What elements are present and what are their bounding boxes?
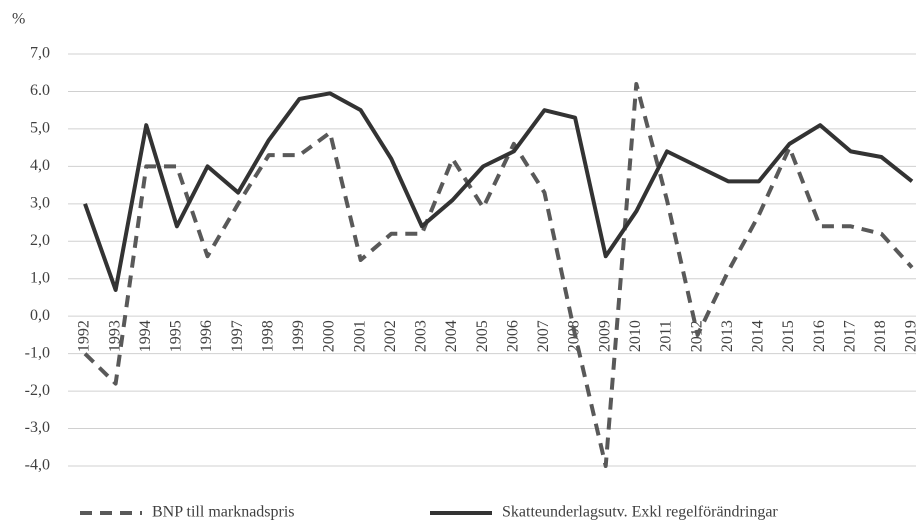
x-tick-label: 1999 bbox=[290, 320, 307, 352]
x-tick-label: 2004 bbox=[443, 320, 460, 352]
legend-label: Skatteunderlagsutv. Exkl regelförändring… bbox=[502, 504, 778, 521]
x-tick-label: 2017 bbox=[841, 320, 858, 352]
x-tick-label: 2006 bbox=[504, 320, 521, 352]
series-line bbox=[83, 81, 914, 468]
x-tick-label: 1994 bbox=[137, 320, 154, 352]
y-tick-label: 5,0 bbox=[30, 120, 50, 137]
x-tick-label: 2005 bbox=[474, 320, 491, 352]
x-tick-label: 1995 bbox=[168, 320, 185, 352]
x-tick-label: 2007 bbox=[535, 320, 552, 352]
x-tick-label: 1997 bbox=[229, 320, 246, 352]
x-tick-label: 2011 bbox=[658, 320, 675, 351]
y-tick-label: -4,0 bbox=[25, 457, 50, 474]
x-tick-label: 2009 bbox=[596, 320, 613, 352]
y-tick-label: -1,0 bbox=[25, 344, 50, 361]
x-tick-label: 1998 bbox=[259, 320, 276, 352]
x-tick-label: 1993 bbox=[106, 320, 123, 352]
x-tick-label: 2003 bbox=[413, 320, 430, 352]
x-tick-label: 2016 bbox=[811, 320, 828, 352]
x-tick-label: 2000 bbox=[321, 320, 338, 352]
y-unit-label: % bbox=[12, 11, 25, 28]
y-tick-label: -2,0 bbox=[25, 382, 50, 399]
x-tick-label: 2013 bbox=[719, 320, 736, 352]
x-tick-label: 2002 bbox=[382, 320, 399, 352]
x-tick-label: 1992 bbox=[76, 320, 93, 352]
y-tick-label: 1,0 bbox=[30, 269, 50, 286]
x-tick-label: 2018 bbox=[872, 320, 889, 352]
x-tick-label: 2014 bbox=[750, 320, 767, 352]
y-tick-label: 0,0 bbox=[30, 307, 50, 324]
y-tick-label: 7,0 bbox=[30, 45, 50, 62]
legend-label: BNP till marknadspris bbox=[152, 504, 295, 521]
y-tick-label: 3,0 bbox=[30, 194, 50, 211]
x-tick-label: 1996 bbox=[198, 320, 215, 352]
y-tick-label: 4,0 bbox=[30, 157, 50, 174]
x-tick-label: 2015 bbox=[780, 320, 797, 352]
x-tick-label: 2001 bbox=[351, 320, 368, 352]
y-tick-label: 2,0 bbox=[30, 232, 50, 249]
x-tick-label: 2019 bbox=[903, 320, 919, 352]
y-tick-label: -3,0 bbox=[25, 419, 50, 436]
x-tick-label: 2010 bbox=[627, 320, 644, 352]
series-line bbox=[83, 91, 914, 292]
y-tick-label: 6.0 bbox=[30, 82, 50, 99]
